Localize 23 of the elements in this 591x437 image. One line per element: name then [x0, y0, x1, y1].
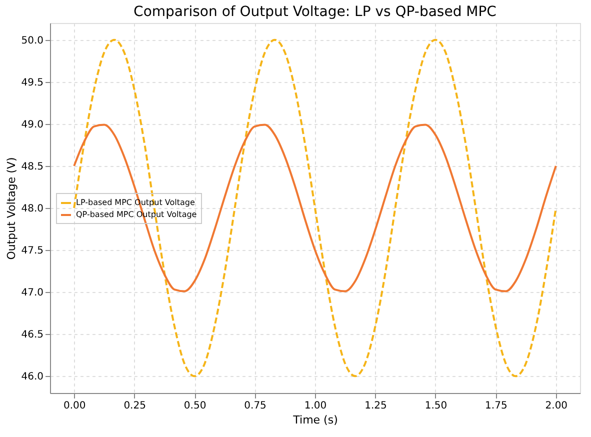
x-tick-label: 0.25: [124, 400, 146, 412]
line-series: [73, 38, 557, 378]
y-tick-label: 47.0: [21, 288, 44, 299]
x-tick-label: 0.50: [184, 400, 206, 412]
x-tick-label: 0.75: [244, 400, 266, 412]
y-axis-title: Output Voltage (V): [5, 157, 18, 260]
y-tick-label: 46.5: [21, 330, 44, 341]
x-tick-label: 1.50: [424, 400, 448, 412]
x-tick-label: 2.00: [545, 400, 568, 412]
y-tick-label: 48.0: [21, 204, 44, 214]
y-tick-label: 49.0: [21, 119, 44, 130]
y-tick-label: 46.0: [21, 372, 44, 383]
x-tick-label: 1.00: [304, 400, 327, 412]
y-tick-label: 48.5: [21, 161, 44, 172]
x-tick-label: 1.25: [364, 400, 387, 412]
y-tick-label: 47.5: [21, 246, 44, 257]
y-tick-label: 49.5: [21, 77, 44, 88]
x-tick-label: 0.00: [63, 400, 86, 412]
x-tick-label: 1.75: [485, 400, 508, 412]
chart-title: Comparison of Output Voltage: LP vs QP-based MPC: [134, 4, 497, 20]
x-axis-title: Time (s): [292, 414, 338, 426]
y-tick-label: 50.0: [21, 35, 44, 46]
line-series: [73, 124, 557, 292]
